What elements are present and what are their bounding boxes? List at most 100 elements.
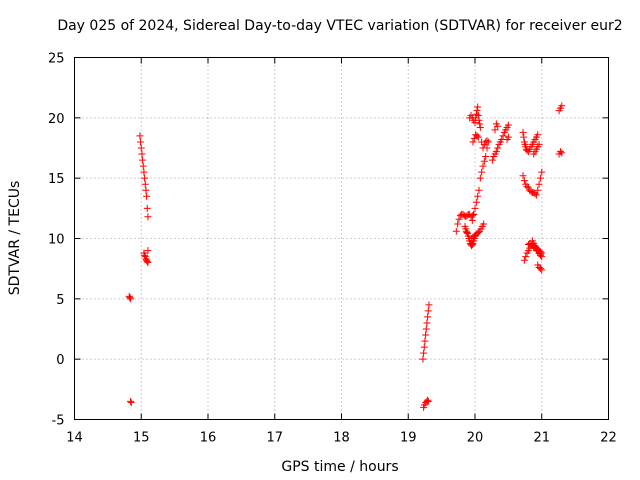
data-point <box>534 131 542 139</box>
data-point <box>137 144 145 152</box>
plot-frame <box>74 57 609 420</box>
y-tick-label: 20 <box>48 112 65 127</box>
data-point <box>520 133 528 141</box>
data-point <box>136 132 144 140</box>
y-tick-label: 5 <box>56 293 64 308</box>
data-point <box>474 192 482 200</box>
y-tick-label: 10 <box>48 233 65 248</box>
data-point <box>140 168 148 176</box>
data-point <box>476 120 484 128</box>
data-point <box>454 220 462 228</box>
data-point <box>141 180 149 188</box>
data-point <box>519 172 527 180</box>
data-point <box>522 253 530 261</box>
data-point <box>143 257 151 265</box>
data-point <box>452 227 460 235</box>
grid <box>74 57 609 420</box>
y-tick-labels: -5 0 5 10 15 20 25 <box>48 52 65 429</box>
data-point <box>532 191 540 199</box>
x-tick-label: 16 <box>200 431 217 446</box>
data-point <box>475 116 483 124</box>
data-point <box>519 128 527 136</box>
data-point <box>482 152 490 160</box>
data-point <box>492 148 500 156</box>
y-tick-label: 25 <box>48 52 65 67</box>
y-tick-label: 0 <box>56 353 64 368</box>
data-point <box>538 266 546 274</box>
data-point <box>474 133 482 141</box>
data-point <box>504 121 512 129</box>
data-point <box>538 168 546 176</box>
x-tick-label: 21 <box>533 431 550 446</box>
data-point <box>424 396 432 404</box>
data-point <box>536 174 544 182</box>
data-point <box>424 313 432 321</box>
data-point <box>473 107 481 115</box>
data-point <box>420 349 428 357</box>
data-point <box>422 331 430 339</box>
data-point <box>468 216 476 224</box>
data-point <box>421 337 429 345</box>
x-tick-labels: 14 15 16 17 18 19 20 21 22 <box>66 431 617 446</box>
data-point <box>139 156 147 164</box>
data-point <box>137 138 145 146</box>
data-point <box>488 156 496 164</box>
data-point <box>470 210 478 218</box>
data-point <box>536 265 544 273</box>
x-tick-label: 18 <box>333 431 350 446</box>
data-point <box>491 126 499 134</box>
data-point <box>423 319 431 327</box>
data-point <box>556 148 564 156</box>
data-point <box>474 111 482 119</box>
data-point <box>468 241 476 249</box>
data-point <box>139 162 147 170</box>
y-tick-label: 15 <box>48 172 65 187</box>
data-point <box>142 186 150 194</box>
x-tick-label: 20 <box>467 431 484 446</box>
data-point <box>471 204 479 212</box>
data-point <box>520 256 528 264</box>
data-point <box>475 186 483 194</box>
data-point <box>504 133 512 141</box>
y-tick-label: -5 <box>52 414 65 429</box>
data-point <box>479 144 487 152</box>
x-tick-label: 17 <box>266 431 283 446</box>
data-point <box>463 228 471 236</box>
data-point <box>422 325 430 333</box>
data-point <box>536 248 544 256</box>
x-tick-label: 22 <box>600 431 617 446</box>
x-axis-label: GPS time / hours <box>281 459 398 475</box>
data-point <box>480 157 488 165</box>
data-point <box>424 397 432 405</box>
data-point <box>127 397 135 405</box>
data-point <box>127 295 135 303</box>
data-point <box>144 213 152 221</box>
x-tick-label: 19 <box>400 431 417 446</box>
data-point <box>480 220 488 228</box>
data-point <box>534 186 542 194</box>
data-point <box>538 249 546 257</box>
data-point <box>535 180 543 188</box>
data-point <box>478 168 486 176</box>
data-point <box>482 138 490 146</box>
data-point <box>494 144 502 152</box>
data-point <box>141 251 149 259</box>
data-point <box>479 162 487 170</box>
data-point <box>419 355 427 363</box>
data-point <box>143 192 151 200</box>
data-point <box>474 103 482 111</box>
x-tick-label: 14 <box>66 431 83 446</box>
data-point <box>144 259 152 267</box>
data-point <box>126 294 134 302</box>
data-point <box>143 204 151 212</box>
data-points <box>125 102 566 411</box>
data-point <box>144 247 152 255</box>
data-point <box>535 140 543 148</box>
data-point <box>474 228 482 236</box>
data-point <box>469 138 477 146</box>
data-point <box>558 149 566 157</box>
data-point <box>424 307 432 315</box>
data-point <box>455 215 463 223</box>
data-point <box>141 174 149 182</box>
